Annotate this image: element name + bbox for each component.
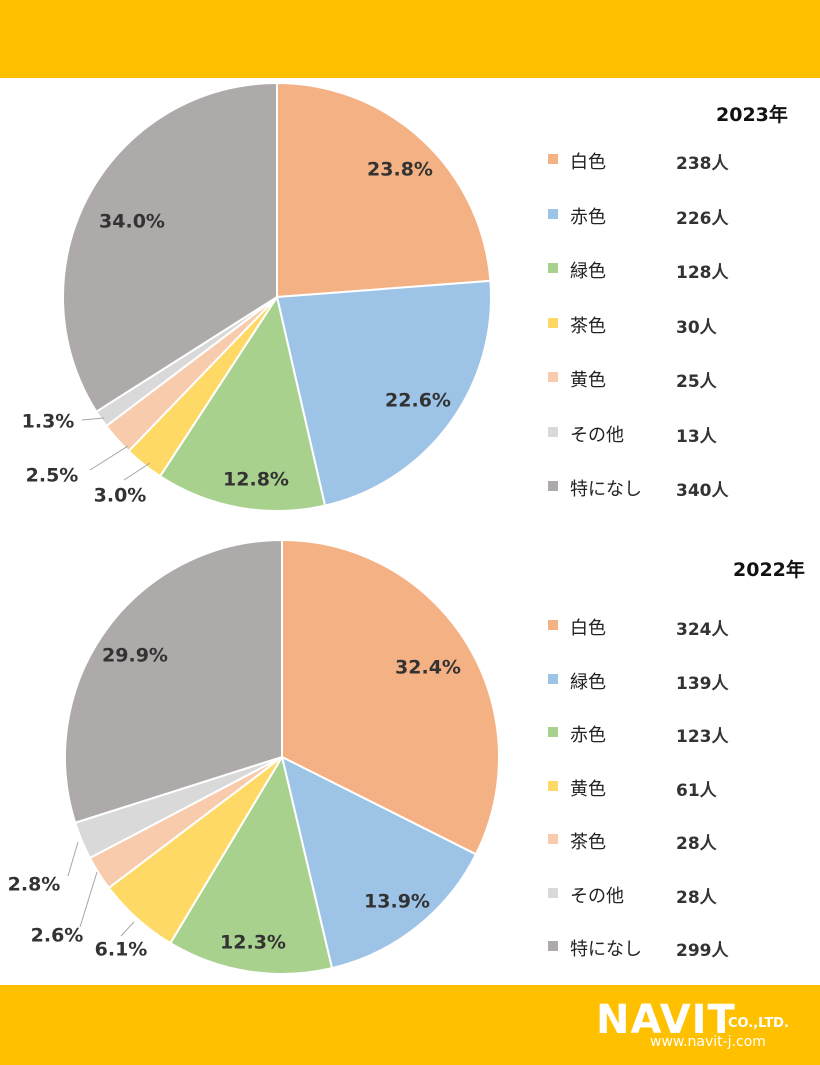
pie-slice-2022-1 [280,755,478,970]
legend-label: その他 [570,424,624,446]
legend-label: 緑色 [570,261,606,282]
legend-item: 特になし 299人 [548,935,778,961]
legend-swatch [548,780,558,791]
legend-item: その他 28人 [548,882,778,908]
navit-logo: NAVIT CO.,LTD. www.navit-j.com [596,998,806,1058]
pct-label-2023-4: 2.5% [26,465,79,487]
legend-label: 白色 [570,152,606,173]
legend-swatch [548,154,558,164]
legend-count: 13人 [676,426,717,447]
legend-label: 白色 [570,618,606,639]
top-band [0,0,820,78]
pie-slice-2023-1 [275,279,492,507]
pie-slice-2023-2 [158,294,327,512]
legend-item: 特になし 340人 [548,475,778,501]
legend-item: その他 13人 [548,421,778,447]
logo-suffix: CO.,LTD. [728,1016,789,1031]
logo-url: www.navit-j.com [650,1034,766,1050]
legend-label: 赤色 [570,206,606,228]
legend-count: 30人 [676,317,717,338]
pct-label-2022-4: 2.6% [31,925,84,947]
pct-label-2022-3: 6.1% [95,939,148,961]
legend-swatch [548,481,558,491]
legend-count: 28人 [676,834,717,854]
pct-label-2022-1: 13.9% [364,891,430,913]
legend-swatch [548,673,558,684]
legend-item: 緑色 139人 [548,668,778,694]
leader-line-2022-3 [120,921,135,937]
legend-swatch [548,834,558,844]
legend-label: 特になし [570,939,642,960]
legend-item: 白色 324人 [548,614,778,640]
leader-line-2023-4 [89,445,129,471]
legend-item: 緑色 128人 [548,257,778,283]
legend-label: 赤色 [570,725,606,746]
legend-count: 139人 [676,673,729,694]
legend-item: 白色 238人 [548,148,778,174]
legend-label: 緑色 [570,671,606,693]
leader-line-2022-4 [79,871,98,928]
chart-title-2022: 2022年 [733,559,805,581]
pie-slice-2022-2 [168,754,334,975]
legend-label: その他 [570,885,624,907]
chart-title-2023: 2023年 [716,104,788,126]
legend-count: 340人 [676,481,729,501]
legend-count: 128人 [676,263,729,283]
legend-item: 赤色 123人 [548,721,778,747]
legend-item: 黄色 25人 [548,366,778,392]
legend-count: 226人 [676,208,729,229]
pie-slice-2022-0 [281,538,500,856]
pct-label-2023-3: 3.0% [94,485,147,507]
legend-count: 123人 [676,727,729,747]
legend-swatch [548,208,558,219]
legend-label: 特になし [570,479,642,500]
legend-count: 25人 [676,372,717,392]
bottom-band [0,985,820,1065]
legend-item: 赤色 226人 [548,203,778,229]
legend-swatch [548,263,558,273]
pct-label-2023-5: 1.3% [22,411,75,433]
pct-label-2022-0: 32.4% [395,657,461,679]
pct-label-2022-6: 29.9% [102,645,168,667]
legend-swatch [548,426,558,437]
legend-label: 黄色 [570,370,606,391]
legend-count: 61人 [676,780,717,801]
leader-line-2022-5 [67,841,79,877]
pie-slice-2023-0 [276,81,492,299]
pie-slice-2022-6 [64,538,283,825]
leader-line-2023-5 [81,417,105,421]
pct-label-2023-1: 22.6% [385,390,451,412]
leader-line-2023-3 [123,462,151,481]
legend-swatch [548,887,558,898]
legend-swatch [548,727,558,737]
pct-label-2023-6: 34.0% [99,211,165,233]
legend-count: 299人 [676,941,729,961]
pct-label-2023-0: 23.8% [367,159,433,181]
legend-item: 茶色 28人 [548,828,778,854]
legend-label: 茶色 [570,832,606,853]
legend-swatch [548,620,558,630]
pct-label-2022-5: 2.8% [8,874,61,896]
pct-label-2022-2: 12.3% [220,932,286,954]
legend-label: 黄色 [570,778,606,800]
legend-swatch [548,317,558,328]
legend-item: 茶色 30人 [548,312,778,338]
logo-brand: NAVIT [596,997,736,1043]
legend-count: 324人 [676,620,729,640]
legend-item: 黄色 61人 [548,775,778,801]
legend-count: 28人 [676,887,717,908]
legend-swatch [548,941,558,951]
legend-swatch [548,372,558,382]
pie-slice-2023-6 [61,81,278,414]
legend-count: 238人 [676,154,729,174]
legend-label: 茶色 [570,315,606,337]
pct-label-2023-2: 12.8% [223,469,289,491]
